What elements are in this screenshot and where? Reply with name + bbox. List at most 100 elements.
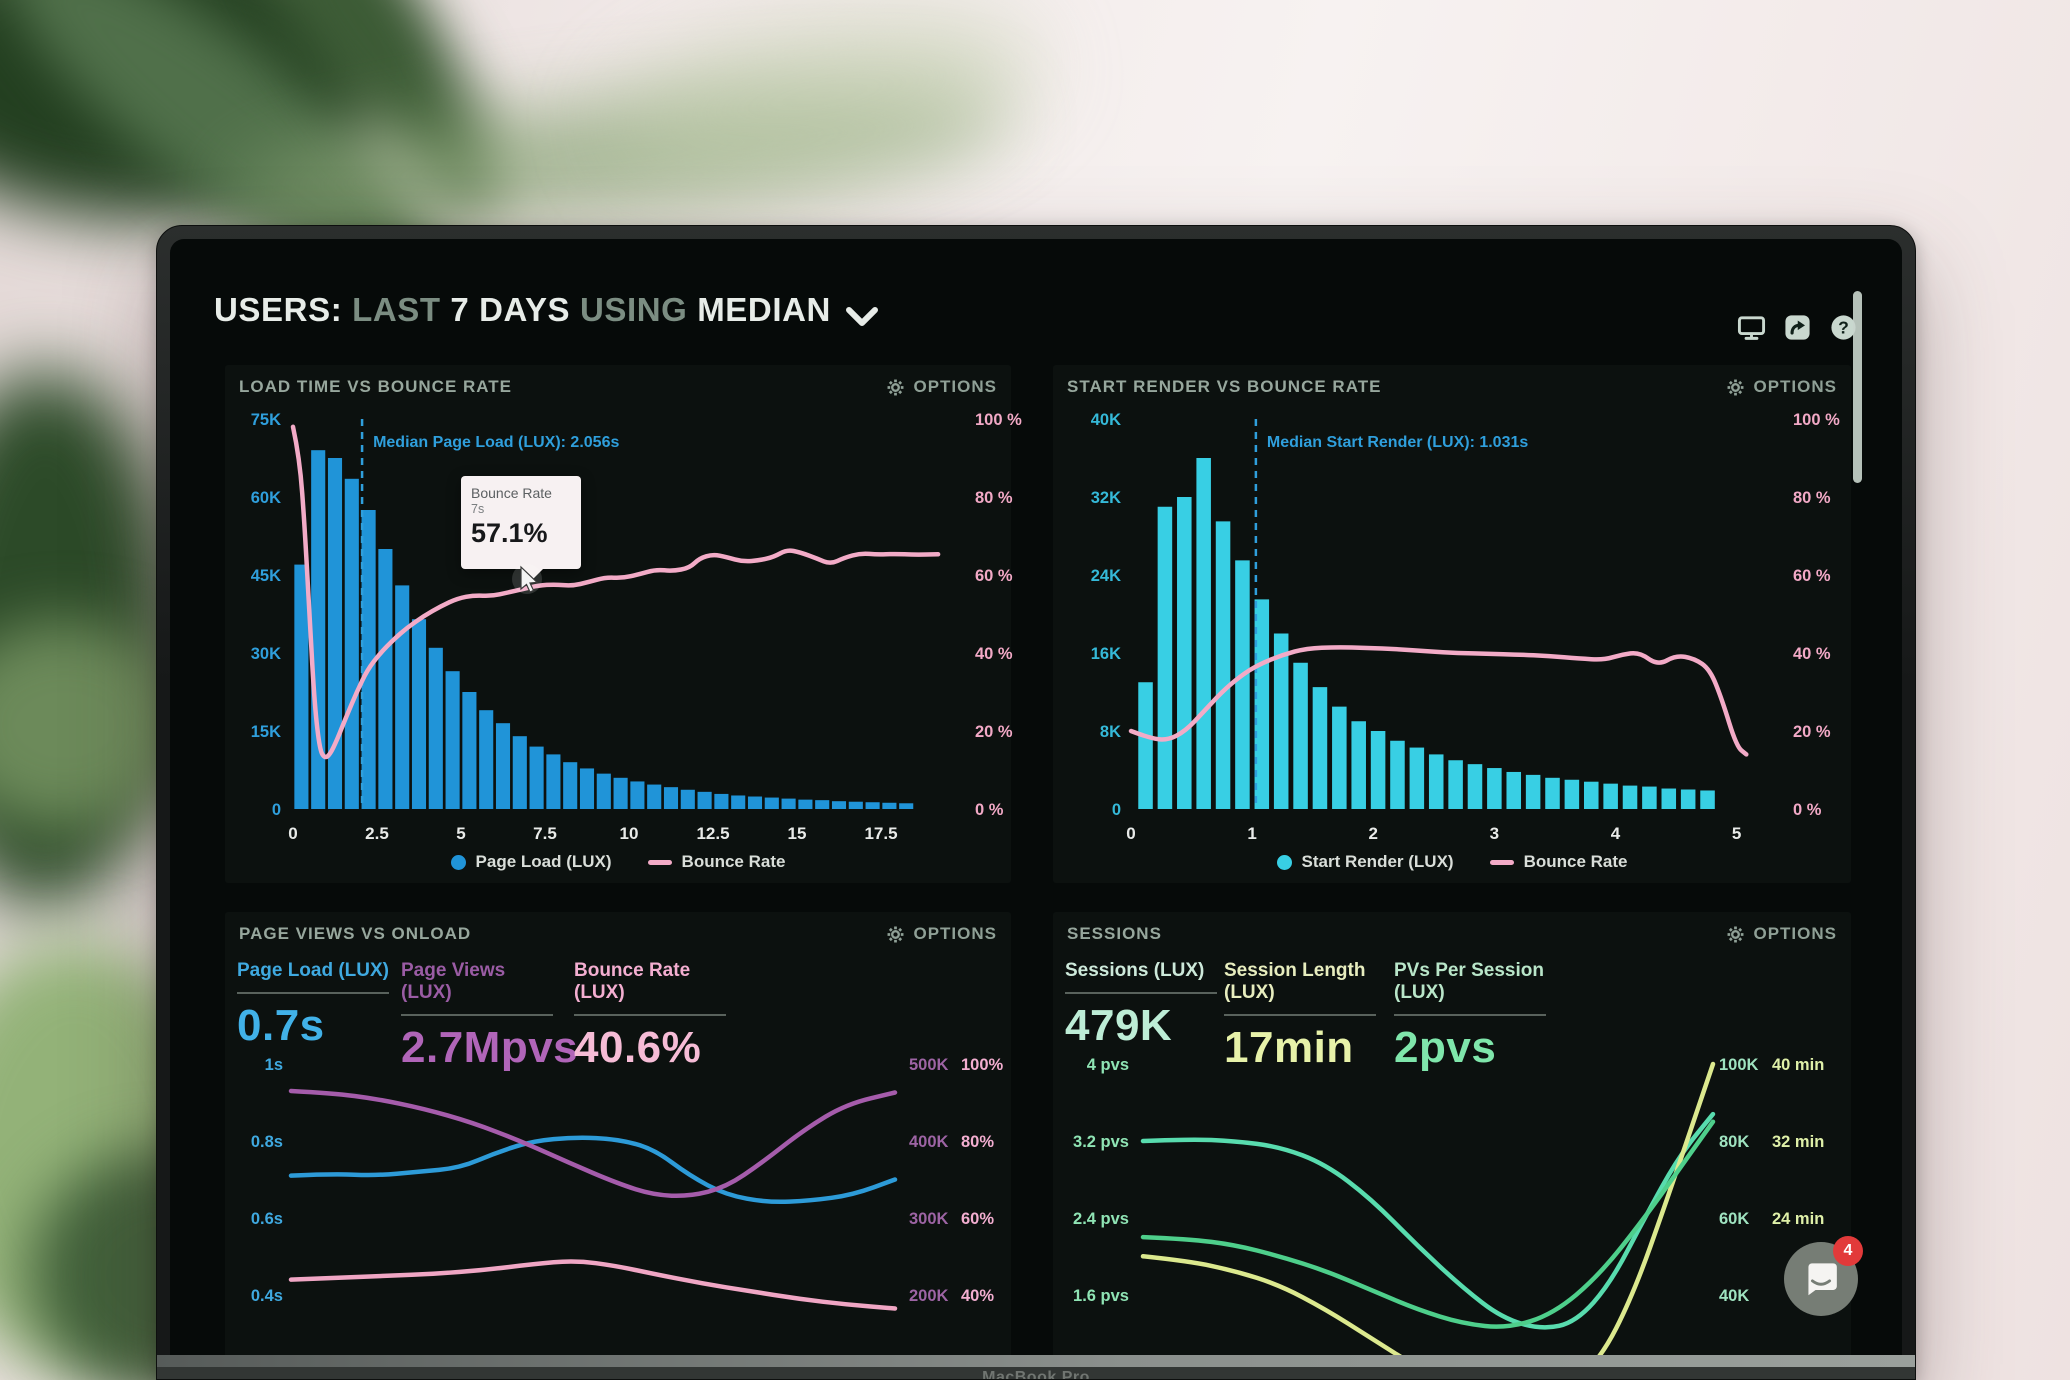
- svg-text:0: 0: [1112, 801, 1121, 819]
- legend-line-marker: [1489, 859, 1514, 865]
- legend-line-marker: [647, 859, 672, 865]
- svg-text:60K: 60K: [251, 489, 281, 507]
- svg-text:200K: 200K: [909, 1287, 949, 1305]
- svg-text:7.5: 7.5: [533, 824, 557, 843]
- svg-text:40 %: 40 %: [975, 645, 1013, 663]
- svg-text:5: 5: [456, 824, 465, 843]
- metric-session-length: Session Length (LUX) 17min: [1224, 960, 1382, 1073]
- svg-text:12.5: 12.5: [696, 824, 729, 843]
- legend-dot-marker: [450, 854, 466, 870]
- legend-dot-marker: [1276, 854, 1292, 870]
- svg-text:3.2 pvs: 3.2 pvs: [1073, 1133, 1129, 1151]
- dashboard-screen: USERS: LAST 7 DAYS USING MEDIAN ?: [170, 239, 1902, 1379]
- options-button[interactable]: OPTIONS: [886, 377, 997, 397]
- panel-title: SESSIONS: [1067, 924, 1162, 943]
- chevron-down-icon: [845, 306, 878, 326]
- options-button[interactable]: OPTIONS: [886, 924, 997, 944]
- laptop: USERS: LAST 7 DAYS USING MEDIAN ?: [156, 225, 1916, 1380]
- svg-text:0.6s: 0.6s: [251, 1210, 283, 1228]
- svg-text:500K: 500K: [909, 1056, 949, 1074]
- svg-text:1: 1: [1247, 824, 1256, 843]
- svg-text:40 min: 40 min: [1772, 1056, 1824, 1074]
- svg-text:2.4 pvs: 2.4 pvs: [1073, 1210, 1129, 1228]
- panel-start-render-vs-bounce-rate: START RENDER VS BOUNCE RATE OPTIONS 40K 3…: [1053, 365, 1851, 883]
- svg-text:75K: 75K: [251, 411, 281, 429]
- svg-text:10: 10: [620, 824, 639, 843]
- svg-text:80K: 80K: [1719, 1133, 1749, 1151]
- svg-text:24K: 24K: [1091, 567, 1121, 585]
- svg-text:Median Page Load (LUX): 2.056s: Median Page Load (LUX): 2.056s: [373, 434, 619, 451]
- panel-title: LOAD TIME VS BOUNCE RATE: [239, 377, 513, 396]
- svg-text:45K: 45K: [251, 567, 281, 585]
- panel-sessions: SESSIONS OPTIONS Sessions (LUX) 479K Ses…: [1053, 912, 1851, 1379]
- svg-text:0: 0: [272, 801, 281, 819]
- legend-item[interactable]: Bounce Rate: [1489, 852, 1628, 872]
- svg-text:8K: 8K: [1100, 723, 1121, 741]
- mouse-cursor-icon: [512, 564, 542, 594]
- svg-text:80 %: 80 %: [1793, 489, 1831, 507]
- svg-text:100%: 100%: [961, 1056, 1004, 1074]
- svg-text:400K: 400K: [909, 1133, 949, 1151]
- svg-text:100 %: 100 %: [975, 411, 1022, 429]
- metric-bounce-rate: Bounce Rate (LUX) 40.6%: [574, 960, 732, 1073]
- svg-text:60%: 60%: [961, 1210, 994, 1228]
- chat-launcher-button[interactable]: 4: [1784, 1236, 1863, 1316]
- metric-pvs-per-session: PVs Per Session (LUX) 2pvs: [1394, 960, 1552, 1073]
- laptop-bottom-edge: [157, 1355, 1915, 1367]
- chart-start-render: 40K 32K 24K 16K 8K 0 100 % 80 % 60 % 40 % 20 % 0 % 0…: [1091, 411, 1840, 843]
- svg-text:30K: 30K: [251, 645, 281, 663]
- chart-legend: Start Render (LUX) Bounce Rate: [1053, 852, 1851, 872]
- page-title[interactable]: USERS: LAST 7 DAYS USING MEDIAN: [214, 291, 879, 337]
- svg-text:60 %: 60 %: [1793, 567, 1831, 585]
- svg-text:1s: 1s: [265, 1056, 283, 1074]
- gear-icon: [886, 377, 906, 397]
- svg-text:100K: 100K: [1719, 1056, 1759, 1074]
- gear-icon: [886, 924, 906, 944]
- panel-title: PAGE VIEWS VS ONLOAD: [239, 924, 472, 943]
- svg-text:40K: 40K: [1091, 411, 1121, 429]
- chart-sessions: 4 pvs 100K 40 min 3.2 pvs 80K 32 min 2.4 pvs 60…: [1073, 1056, 1824, 1379]
- svg-text:300K: 300K: [909, 1210, 949, 1228]
- svg-text:5: 5: [1732, 824, 1741, 843]
- metric-page-views: Page Views (LUX) 2.7Mpvs: [401, 960, 579, 1072]
- svg-text:4: 4: [1611, 824, 1621, 843]
- svg-text:32K: 32K: [1091, 489, 1121, 507]
- header-actions: ?: [1737, 313, 1858, 342]
- chart-load-time: 75K 60K 45K 30K 15K 0 100 % 80 % 60 % 40 % 20 % 0 %…: [251, 411, 1022, 843]
- svg-text:16K: 16K: [1091, 645, 1121, 663]
- dashboard-title-text: USERS: LAST 7 DAYS USING MEDIAN: [214, 291, 831, 328]
- scrollbar-thumb[interactable]: [1853, 291, 1862, 483]
- svg-text:24 min: 24 min: [1772, 1210, 1824, 1228]
- chart-legend: Page Load (LUX) Bounce Rate: [225, 852, 1011, 872]
- chat-bubble-icon: [1808, 1263, 1837, 1296]
- svg-text:40K: 40K: [1719, 1287, 1749, 1305]
- svg-text:2: 2: [1369, 824, 1378, 843]
- display-icon[interactable]: [1737, 313, 1766, 342]
- chart-page-views: 1s 500K 100% 0.8s 400K 80% 0.6s 300K 60% 0.4s 200K…: [251, 1056, 1004, 1311]
- svg-text:0 %: 0 %: [975, 801, 1004, 819]
- svg-text:40 %: 40 %: [1793, 645, 1831, 663]
- svg-text:20 %: 20 %: [1793, 723, 1831, 741]
- svg-text:4 pvs: 4 pvs: [1087, 1056, 1129, 1074]
- svg-text:1.6 pvs: 1.6 pvs: [1073, 1287, 1129, 1305]
- panel-page-views-vs-onload: PAGE VIEWS VS ONLOAD OPTIONS Page Load (…: [225, 912, 1011, 1379]
- legend-item[interactable]: Bounce Rate: [647, 852, 785, 872]
- svg-text:3: 3: [1490, 824, 1499, 843]
- legend-item[interactable]: Page Load (LUX): [450, 852, 612, 872]
- svg-text:0: 0: [1126, 824, 1135, 843]
- laptop-brand-text: MacBook Pro: [982, 1369, 1090, 1379]
- svg-text:20 %: 20 %: [975, 723, 1013, 741]
- gear-icon: [1726, 924, 1746, 944]
- options-button[interactable]: OPTIONS: [1726, 377, 1837, 397]
- svg-text:60 %: 60 %: [975, 567, 1013, 585]
- gear-icon: [1726, 377, 1746, 397]
- svg-text:40%: 40%: [961, 1287, 994, 1305]
- share-icon[interactable]: [1783, 313, 1812, 342]
- svg-text:32 min: 32 min: [1772, 1133, 1824, 1151]
- legend-item[interactable]: Start Render (LUX): [1276, 852, 1454, 872]
- options-button[interactable]: OPTIONS: [1726, 924, 1837, 944]
- help-icon[interactable]: ?: [1829, 313, 1858, 342]
- svg-text:?: ?: [1838, 318, 1849, 338]
- svg-text:80%: 80%: [961, 1133, 994, 1151]
